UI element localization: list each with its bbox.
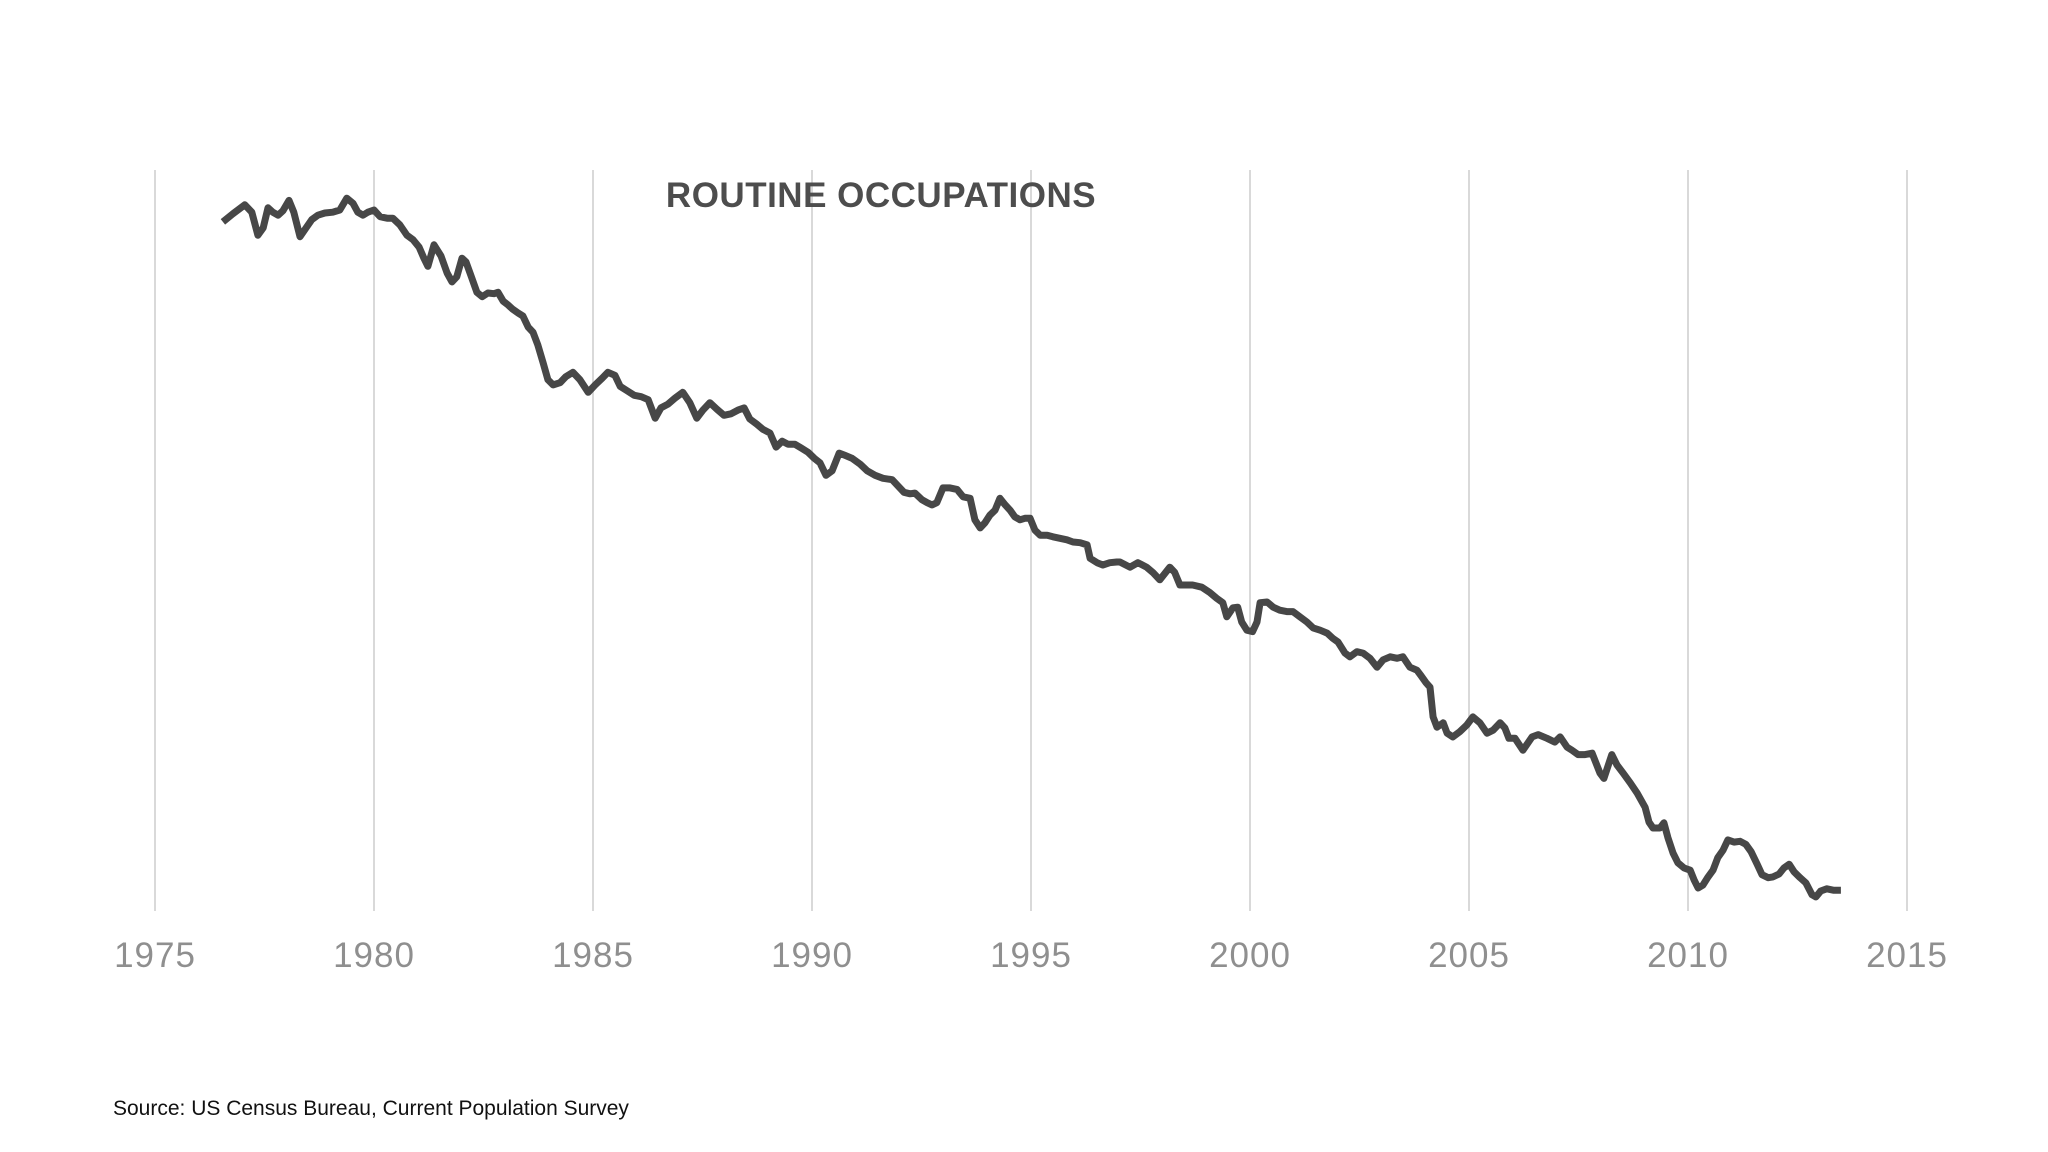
x-tick-label: 1985 xyxy=(552,936,634,975)
routine-occupations-line xyxy=(220,194,1841,901)
x-tick-label: 1975 xyxy=(114,936,196,975)
x-tick-label: 2000 xyxy=(1209,936,1291,975)
x-tick-label: 2010 xyxy=(1647,936,1729,975)
source-note: Source: US Census Bureau, Current Popula… xyxy=(113,1097,629,1120)
x-gridlines xyxy=(154,170,1908,911)
x-tick-label: 2005 xyxy=(1428,936,1510,975)
x-tick-label: 1980 xyxy=(333,936,415,975)
chart-title: ROUTINE OCCUPATIONS xyxy=(665,176,1097,215)
x-tick-label: 1995 xyxy=(990,936,1072,975)
x-tick-label: 2015 xyxy=(1866,936,1948,975)
x-tick-label: 1990 xyxy=(771,936,853,975)
